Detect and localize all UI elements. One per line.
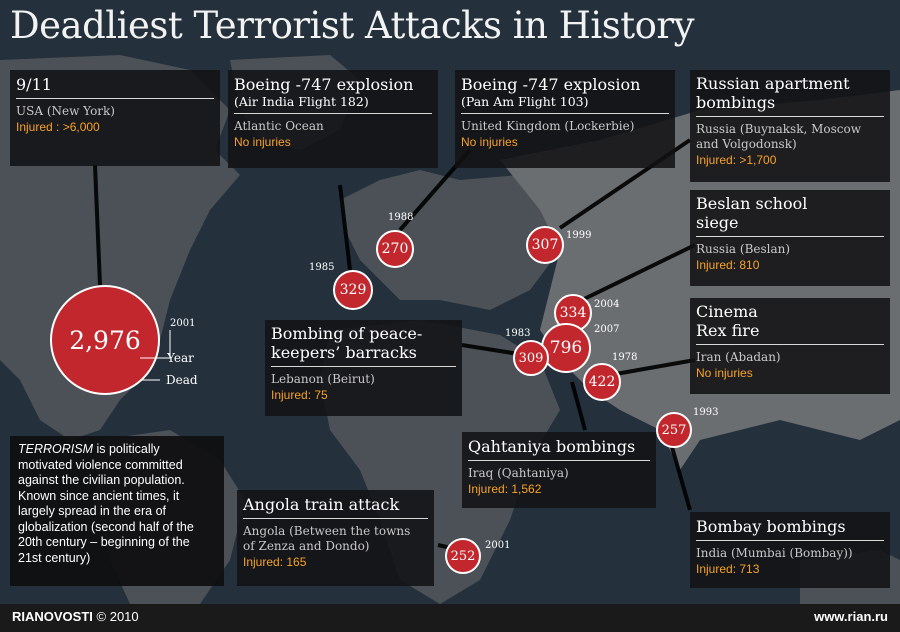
attack-heading-line1: Bombing of peace- (271, 324, 423, 343)
year-label-air-india: 1985 (309, 262, 335, 273)
attack-card-pan-am: Boeing -747 explosion (Pan Am Flight 103… (455, 70, 675, 168)
attack-card-cinema-rex: Cinema Rex fire Iran (Abadan) No injurie… (690, 298, 890, 394)
attack-heading: Qahtaniya bombings (468, 437, 636, 456)
divider (696, 344, 884, 345)
attack-injured: No injuries (234, 135, 291, 149)
attack-heading: 9/11 (16, 75, 52, 94)
attack-heading-line2: keepers’ barracks (271, 343, 417, 362)
attack-card-beirut: Bombing of peace- keepers’ barracks Leba… (265, 320, 462, 416)
year-label-beirut: 1983 (505, 328, 531, 339)
attack-card-bombay: Bombay bombings India (Mumbai (Bombay)) … (690, 512, 890, 588)
definition-term: TERRORISM (18, 442, 93, 456)
attack-location: Russia (Beslan) (696, 242, 791, 256)
divider (696, 236, 884, 237)
year-label-qahtaniya: 2007 (594, 324, 620, 335)
divider (234, 113, 432, 114)
attack-injured: Injured: 1,562 (468, 482, 542, 496)
marker-qahtaniya[interactable]: 796 (541, 323, 591, 373)
attack-location: Iran (Abadan) (696, 350, 781, 364)
page-title: Deadliest Terrorist Attacks in History (10, 4, 694, 47)
attack-location: Atlantic Ocean (234, 119, 324, 133)
marker-bombay[interactable]: 257 (656, 412, 692, 448)
attack-location-line1: Russia (Buynaksk, Moscow (696, 122, 861, 136)
attack-heading: Boeing -747 explosion (234, 75, 414, 94)
attack-card-air-india: Boeing -747 explosion (Air India Flight … (228, 70, 438, 168)
attack-injured: Injured: 75 (271, 388, 328, 402)
attack-location: USA (New York) (16, 104, 115, 118)
attack-location-line2: and Volgodonsk) (696, 137, 797, 151)
legend-dead: Dead (166, 373, 198, 387)
divider (16, 98, 214, 99)
brand-name: RIANOVOSTI (12, 609, 93, 624)
year-label-russian-apartment: 1999 (566, 230, 592, 241)
attack-location-line1: Angola (Between the towns (243, 524, 411, 538)
year-label-9-11: 2001 (170, 318, 196, 329)
divider (696, 540, 884, 541)
divider (461, 113, 669, 114)
attack-location: Iraq (Qahtaniya) (468, 466, 569, 480)
attack-heading: Angola train attack (243, 495, 400, 514)
attack-card-9-11: 9/11 USA (New York) Injured : >6,000 (10, 70, 220, 166)
attack-card-russian-apartment: Russian apartment bombings Russia (Buyna… (690, 70, 890, 182)
attack-injured: Injured: >1,700 (696, 153, 777, 167)
attack-subheading: (Air India Flight 182) (234, 94, 369, 109)
divider (696, 116, 884, 117)
year-label-angola: 2001 (485, 540, 511, 551)
footer: RIANOVOSTI © 2010 www.rian.ru (0, 604, 900, 632)
attack-heading: Bombay bombings (696, 517, 846, 536)
marker-air-india[interactable]: 329 (333, 270, 373, 310)
attack-card-qahtaniya: Qahtaniya bombings Iraq (Qahtaniya) Inju… (462, 432, 656, 508)
attack-heading-line1: Russian apartment (696, 74, 850, 93)
divider (468, 460, 650, 461)
terrorism-definition: TERRORISM is politically motivated viole… (10, 436, 224, 586)
attack-injured: Injured: 713 (696, 562, 760, 576)
europe-landmass (340, 170, 560, 310)
attack-heading-line2: bombings (696, 93, 776, 112)
attack-heading-line2: Rex fire (696, 321, 760, 340)
attack-heading: Boeing -747 explosion (461, 75, 641, 94)
year-label-cinema-rex: 1978 (612, 352, 638, 363)
attack-heading-line1: Cinema (696, 302, 758, 321)
marker-russian-apartment[interactable]: 307 (526, 226, 564, 264)
legend-pointer-lines (140, 330, 171, 381)
attack-injured: No injuries (696, 366, 753, 380)
copyright: © 2010 (92, 609, 139, 624)
attack-injured: Injured: 165 (243, 555, 307, 569)
year-label-beslan: 2004 (594, 299, 620, 310)
divider (271, 366, 456, 367)
footer-brand: RIANOVOSTI © 2010 (12, 609, 139, 624)
marker-9-11[interactable]: 2,976 (50, 285, 160, 395)
attack-subheading: (Pan Am Flight 103) (461, 94, 589, 109)
attack-location: Lebanon (Beirut) (271, 372, 375, 386)
attack-injured: Injured: 810 (696, 258, 760, 272)
marker-angola[interactable]: 252 (445, 538, 481, 574)
divider (243, 518, 428, 519)
attack-card-angola: Angola train attack Angola (Between the … (237, 490, 434, 586)
marker-cinema-rex[interactable]: 422 (583, 363, 621, 401)
year-label-bombay: 1993 (693, 407, 719, 418)
attack-injured: No injuries (461, 135, 518, 149)
attack-card-beslan: Beslan school siege Russia (Beslan) Inju… (690, 190, 890, 286)
definition-text: is politically motivated violence commit… (18, 442, 194, 565)
year-label-pan-am: 1988 (388, 212, 414, 223)
attack-location: United Kingdom (Lockerbie) (461, 119, 635, 133)
attack-heading-line1: Beslan school (696, 194, 808, 213)
marker-beirut[interactable]: 309 (513, 340, 549, 376)
attack-heading-line2: siege (696, 213, 739, 232)
marker-pan-am[interactable]: 270 (376, 230, 414, 268)
attack-location-line2: of Zenza and Dondo) (243, 539, 370, 553)
legend-year: Year (167, 351, 194, 365)
footer-url[interactable]: www.rian.ru (814, 609, 888, 624)
attack-location: India (Mumbai (Bombay)) (696, 546, 853, 560)
attack-injured: Injured : >6,000 (16, 120, 100, 134)
